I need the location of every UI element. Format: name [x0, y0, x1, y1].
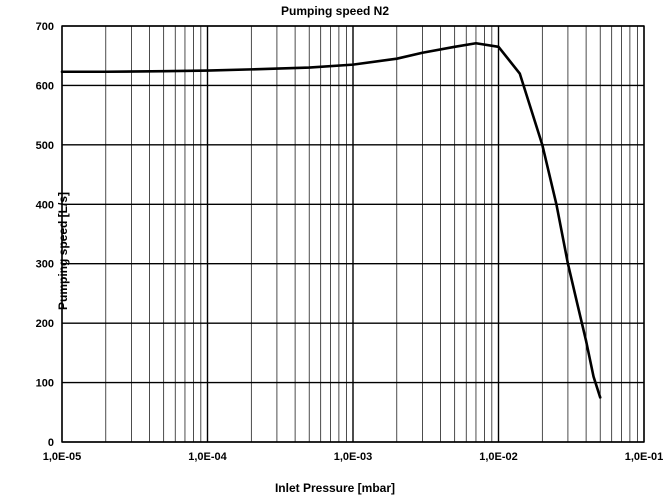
svg-text:200: 200	[36, 318, 54, 330]
chart-title: Pumping speed N2	[0, 4, 670, 18]
svg-text:0: 0	[48, 437, 54, 449]
svg-text:1,0E-03: 1,0E-03	[334, 451, 373, 463]
svg-text:1,0E-05: 1,0E-05	[43, 451, 82, 463]
chart-container: Pumping speed N2 Pumping speed [L/s] Inl…	[0, 0, 670, 501]
svg-text:300: 300	[36, 259, 54, 271]
svg-text:700: 700	[36, 21, 54, 33]
svg-text:100: 100	[36, 378, 54, 390]
svg-text:400: 400	[36, 199, 54, 211]
chart-svg: 0 100 200 300 400 500 600 700 1,0E-05 1,0E-04 1,0E…	[0, 0, 670, 501]
svg-text:1,0E-02: 1,0E-02	[479, 451, 518, 463]
svg-text:500: 500	[36, 140, 54, 152]
svg-text:1,0E-01: 1,0E-01	[625, 451, 664, 463]
y-axis-label: Pumping speed [L/s]	[56, 191, 70, 309]
svg-text:1,0E-04: 1,0E-04	[188, 451, 227, 463]
svg-text:600: 600	[36, 80, 54, 92]
x-axis-label: Inlet Pressure [mbar]	[0, 481, 670, 495]
